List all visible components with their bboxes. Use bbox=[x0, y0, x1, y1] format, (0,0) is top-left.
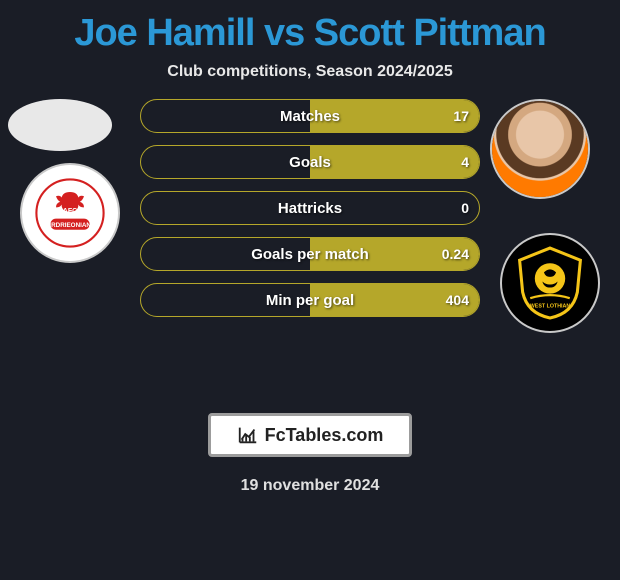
page-title: Joe Hamill vs Scott Pittman bbox=[0, 12, 620, 55]
brand-label: FcTables.com bbox=[265, 425, 384, 446]
date-label: 19 november 2024 bbox=[0, 477, 620, 495]
svg-text:AFC: AFC bbox=[63, 208, 77, 215]
svg-text:AIRDRIEONIANS: AIRDRIEONIANS bbox=[45, 222, 95, 229]
player2-avatar bbox=[490, 99, 590, 199]
livingston-crest-icon: WEST LOTHIAN bbox=[512, 245, 588, 321]
stat-value-right: 0 bbox=[461, 200, 469, 216]
brand-box[interactable]: FcTables.com bbox=[208, 413, 413, 457]
comparison-stage: AIRDRIEONIANS AFC WEST LOTHIAN Matches 17… bbox=[0, 99, 620, 399]
stat-value-right: 404 bbox=[446, 292, 469, 308]
stat-value-right: 17 bbox=[453, 108, 469, 124]
stat-label: Hattricks bbox=[278, 200, 342, 217]
club2-crest: WEST LOTHIAN bbox=[500, 233, 600, 333]
stat-bar: Goals per match 0.24 bbox=[140, 237, 480, 271]
stat-value-right: 4 bbox=[461, 154, 469, 170]
stat-bar: Goals 4 bbox=[140, 145, 480, 179]
club1-crest: AIRDRIEONIANS AFC bbox=[20, 163, 120, 263]
stat-label: Min per goal bbox=[266, 292, 354, 309]
stat-label: Goals bbox=[289, 154, 331, 171]
airdrieonians-crest-icon: AIRDRIEONIANS AFC bbox=[35, 178, 105, 248]
stat-bar: Matches 17 bbox=[140, 99, 480, 133]
stat-bar: Min per goal 404 bbox=[140, 283, 480, 317]
stat-value-right: 0.24 bbox=[442, 246, 469, 262]
stat-label: Goals per match bbox=[251, 246, 369, 263]
svg-text:WEST LOTHIAN: WEST LOTHIAN bbox=[530, 303, 571, 309]
stat-label: Matches bbox=[280, 108, 340, 125]
chart-icon bbox=[237, 424, 259, 446]
stat-bar: Hattricks 0 bbox=[140, 191, 480, 225]
subtitle: Club competitions, Season 2024/2025 bbox=[0, 63, 620, 81]
player1-avatar bbox=[8, 99, 112, 151]
stat-bars: Matches 17 Goals 4 Hattricks 0 Goals per match… bbox=[140, 99, 480, 329]
